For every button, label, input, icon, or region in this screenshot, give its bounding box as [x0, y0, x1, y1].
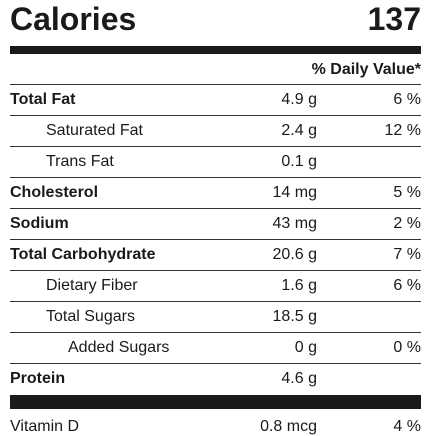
nutrient-row-trans-fat: Trans Fat 0.1 g: [10, 147, 421, 178]
daily-value-header-text: % Daily Value*: [311, 61, 421, 78]
vitamins-divider-bar: [10, 395, 421, 409]
nutrient-daily-value: 12 %: [384, 122, 421, 139]
nutrient-amount: 14 mg: [272, 184, 317, 201]
nutrient-name: Total Carbohydrate: [10, 246, 156, 263]
nutrient-name: Sodium: [10, 215, 69, 232]
top-divider-bar: [10, 46, 421, 54]
nutrient-daily-value: 0 %: [393, 339, 421, 356]
nutrient-name: Dietary Fiber: [46, 277, 138, 294]
nutrient-daily-value: 6 %: [393, 277, 421, 294]
nutrient-name: Added Sugars: [68, 339, 170, 356]
nutrient-name: Protein: [10, 370, 66, 387]
vitamin-amount: 0.8 mcg: [260, 418, 317, 435]
vitamin-daily-value: 4 %: [393, 418, 421, 435]
nutrient-name: Saturated Fat: [46, 122, 143, 139]
nutrient-row-cholesterol: Cholesterol 14 mg 5 %: [10, 178, 421, 209]
nutrient-row-added-sugars: Added Sugars 0 g 0 %: [10, 333, 421, 364]
nutrient-daily-value: 2 %: [393, 215, 421, 232]
nutrient-amount: 18.5 g: [272, 308, 317, 325]
daily-value-header: % Daily Value*: [10, 54, 421, 85]
nutrient-amount: 4.6 g: [281, 370, 317, 387]
nutrient-row-dietary-fiber: Dietary Fiber 1.6 g 6 %: [10, 271, 421, 302]
nutrient-name: Total Fat: [10, 91, 76, 108]
nutrient-row-sodium: Sodium 43 mg 2 %: [10, 209, 421, 240]
nutrient-amount: 4.9 g: [281, 91, 317, 108]
nutrient-amount: 43 mg: [272, 215, 317, 232]
vitamin-name: Vitamin D: [10, 418, 80, 435]
nutrient-amount: 2.4 g: [281, 122, 317, 139]
nutrient-daily-value: 7 %: [393, 246, 421, 263]
calories-header: Calories 137: [10, 0, 421, 46]
nutrient-row-total-fat: Total Fat 4.9 g 6 %: [10, 85, 421, 116]
nutrient-row-total-carbohydrate: Total Carbohydrate 20.6 g 7 %: [10, 240, 421, 271]
nutrient-amount: 0.1 g: [281, 153, 317, 170]
nutrient-name: Cholesterol: [10, 184, 99, 201]
nutrient-amount: 1.6 g: [281, 277, 317, 294]
nutrition-facts-label: Calories 137 % Daily Value* Total Fat 4.…: [10, 0, 421, 435]
nutrient-row-saturated-fat: Saturated Fat 2.4 g 12 %: [10, 116, 421, 147]
nutrient-daily-value: 5 %: [393, 184, 421, 201]
nutrient-name: Total Sugars: [46, 308, 135, 325]
nutrient-amount: 20.6 g: [272, 246, 317, 263]
nutrient-amount: 0 g: [294, 339, 317, 356]
nutrient-row-protein: Protein 4.6 g: [10, 364, 421, 394]
nutrient-daily-value: 6 %: [393, 91, 421, 108]
vitamin-row-vitamin-d: Vitamin D 0.8 mcg 4 %: [10, 409, 421, 435]
calories-label: Calories: [10, 1, 137, 37]
calories-value: 137: [367, 1, 421, 37]
nutrient-name: Trans Fat: [46, 153, 114, 170]
nutrient-row-total-sugars: Total Sugars 18.5 g: [10, 302, 421, 333]
